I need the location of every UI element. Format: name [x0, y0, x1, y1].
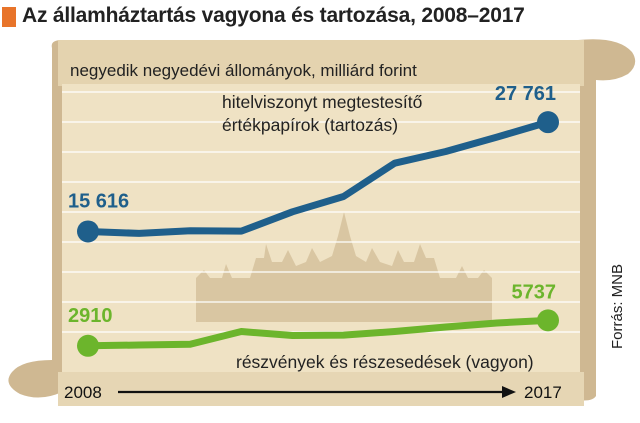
debt-series-line — [84, 118, 552, 237]
assets-series-line — [84, 316, 552, 350]
labels-layer: 15 616 27 761 2910 5737 hitelviszonyt megtes… — [68, 83, 556, 372]
debt-start-point — [77, 220, 99, 243]
series-layer — [77, 111, 559, 357]
assets-end-value-label: 5737 — [512, 281, 557, 303]
x-tick-label-start: 2008 — [64, 383, 102, 402]
parliament-silhouette — [196, 212, 492, 322]
arrow-head-icon — [502, 386, 516, 398]
scroll-bottom-band — [58, 372, 584, 406]
scroll-right-roll — [578, 39, 636, 401]
subtitle: negyedik negyedévi állományok, milliárd … — [70, 61, 417, 80]
title-bar: Az államháztartás vagyona és tartozása, … — [0, 0, 640, 34]
debt-start-value-label: 15 616 — [68, 190, 129, 212]
scroll-top-band — [58, 40, 584, 86]
assets-start-point — [77, 334, 99, 357]
debt-end-value-label: 27 761 — [495, 83, 556, 105]
accent-square-icon — [2, 7, 16, 27]
debt-series-name-line-2: értékpapírok (tartozás) — [222, 115, 398, 135]
debt-end-point — [537, 111, 559, 134]
x-tick-label-end: 2017 — [524, 383, 562, 402]
assets-series-name: részvények és részesedések (vagyon) — [236, 352, 534, 372]
time-axis — [118, 386, 516, 398]
assets-end-point — [537, 309, 559, 332]
scroll-left-roll — [8, 40, 62, 398]
scroll-background — [8, 39, 636, 406]
debt-series-name-line-1: hitelviszonyt megtestesítő — [222, 92, 423, 112]
assets-start-value-label: 2910 — [68, 305, 113, 327]
source-note: Forrás: MNB — [609, 264, 626, 349]
chart-title: Az államháztartás vagyona és tartozása, … — [22, 4, 525, 27]
